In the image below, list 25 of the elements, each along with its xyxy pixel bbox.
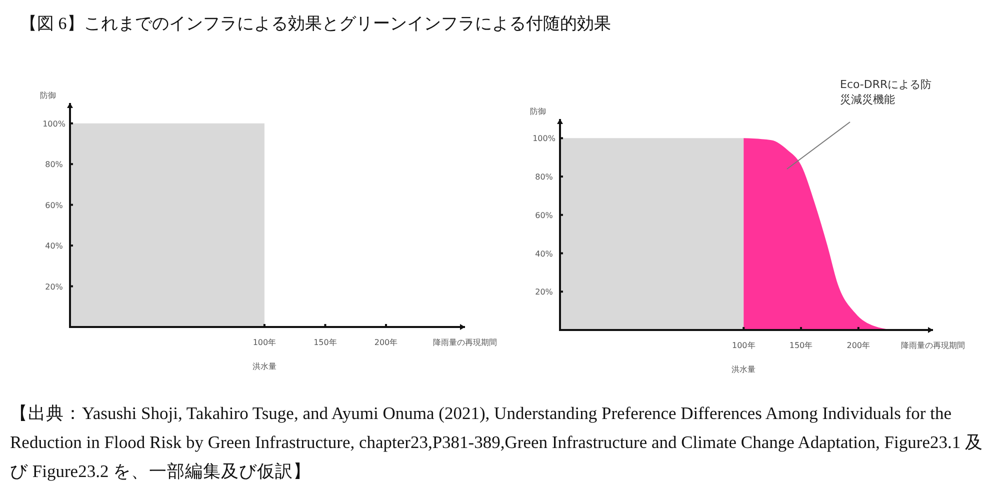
chart-title: 【図 6】これまでのインフラによる効果とグリーンインフラによる付随的効果 bbox=[20, 14, 611, 33]
text: 洪水量 bbox=[252, 362, 276, 371]
x-tick-label: 150年 bbox=[789, 341, 813, 350]
y-tick-label: 40% bbox=[45, 242, 64, 251]
x-tick-label: 150年 bbox=[314, 338, 337, 347]
y-tick-label: 20% bbox=[45, 282, 64, 292]
text: 【出典：Yasushi Shoji, Takahiro Tsuge, and Ayumi Onuma (2021), Understanding Preference Differences Among Individuals for the Reduction in Flood Risk by Green Infrastructure, chapter23,P381-389,Green Infrastructure and Climate Change Adaptation, Figure23.1 及び Figure23.2 を、一部編集及び仮訳】 bbox=[10, 402, 984, 483]
x-tick-label: 100年 bbox=[732, 341, 756, 350]
x-axis-title: 降雨量の再現期間 bbox=[901, 341, 965, 350]
x-tick-label: 200年 bbox=[846, 341, 870, 350]
y-tick-label: 20% bbox=[535, 288, 554, 297]
y-tick-label: 60% bbox=[45, 200, 64, 210]
text: 洪水量 bbox=[732, 365, 756, 374]
y-tick-label: 60% bbox=[535, 210, 554, 220]
y-tick-label: 100% bbox=[42, 119, 66, 128]
y-tick-label: 80% bbox=[535, 172, 554, 182]
x-tick-label: 200年 bbox=[374, 338, 398, 347]
y-axis-title: 防御 bbox=[530, 107, 546, 116]
y-tick-label: 100% bbox=[532, 134, 556, 144]
y-tick-label: 80% bbox=[45, 160, 64, 170]
text: Eco-DRRによる防災減災機能 bbox=[840, 78, 932, 106]
y-axis-title: 防御 bbox=[40, 91, 56, 100]
y-tick-label: 40% bbox=[535, 249, 554, 258]
x-tick-label: 100年 bbox=[252, 338, 276, 347]
x-axis-title: 降雨量の再現期間 bbox=[433, 338, 497, 347]
